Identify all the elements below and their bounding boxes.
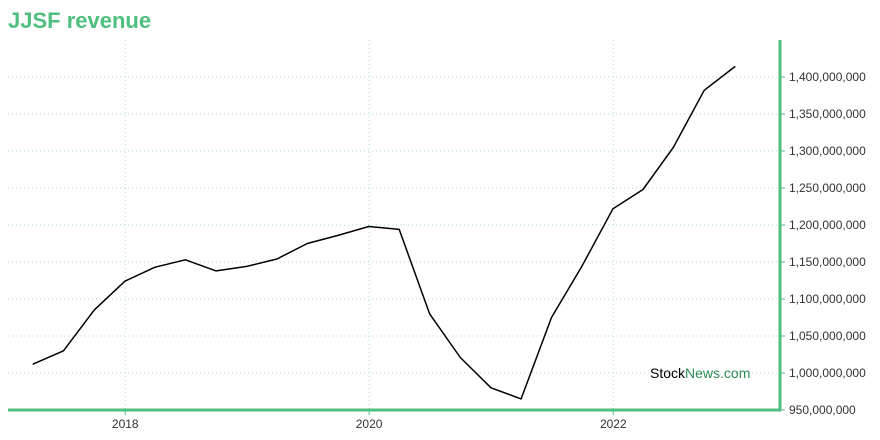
y-tick-label: 950,000,000 <box>789 403 856 417</box>
x-tick-label: 2022 <box>600 417 627 431</box>
data-point <box>93 309 95 311</box>
data-point <box>276 258 278 260</box>
data-point <box>154 266 156 268</box>
y-tick-label: 1,300,000,000 <box>789 144 866 158</box>
data-point <box>459 356 461 359</box>
data-point <box>32 363 34 365</box>
y-tick-label: 1,350,000,000 <box>789 107 866 121</box>
y-tick-label: 1,400,000,000 <box>789 70 866 84</box>
grid-layer <box>8 40 780 410</box>
watermark-com: .com <box>720 365 750 381</box>
data-point <box>550 316 553 319</box>
data-point <box>398 228 400 231</box>
data-point <box>734 66 736 68</box>
data-point <box>672 146 675 148</box>
y-tick-label: 1,050,000,000 <box>789 329 866 343</box>
data-point <box>490 387 492 389</box>
data-point <box>703 89 705 91</box>
axis-layer <box>8 40 785 415</box>
tick-labels: 950,000,000 1,000,000,000 1,050,000,000 1,1… <box>112 70 866 431</box>
data-point <box>428 313 431 315</box>
watermark-news: News <box>685 365 720 381</box>
data-point <box>215 270 217 272</box>
data-point <box>124 280 126 282</box>
watermark-stock: Stock <box>650 365 686 381</box>
data-point <box>581 265 583 267</box>
data-point <box>337 234 339 236</box>
data-point <box>642 188 644 191</box>
y-tick-label: 1,150,000,000 <box>789 255 866 269</box>
data-point <box>62 350 65 352</box>
series-line-revenue <box>32 66 736 400</box>
data-point <box>246 265 248 268</box>
y-tick-label: 1,200,000,000 <box>789 218 866 232</box>
data-point <box>612 208 614 210</box>
x-tick-label: 2020 <box>356 417 383 431</box>
series-layer <box>32 66 736 400</box>
data-point <box>306 242 308 245</box>
watermark: StockNews.com <box>650 365 750 381</box>
data-point <box>520 398 522 400</box>
y-tick-label: 1,100,000,000 <box>789 292 866 306</box>
y-tick-label: 1,000,000,000 <box>789 366 866 380</box>
y-tick-label: 1,250,000,000 <box>789 181 866 195</box>
x-tick-label: 2018 <box>112 417 139 431</box>
chart-title: JJSF revenue <box>8 8 152 33</box>
data-point <box>184 259 186 261</box>
data-point <box>368 225 370 228</box>
